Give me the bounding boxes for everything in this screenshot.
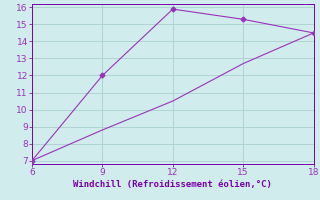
X-axis label: Windchill (Refroidissement éolien,°C): Windchill (Refroidissement éolien,°C) <box>73 180 272 189</box>
